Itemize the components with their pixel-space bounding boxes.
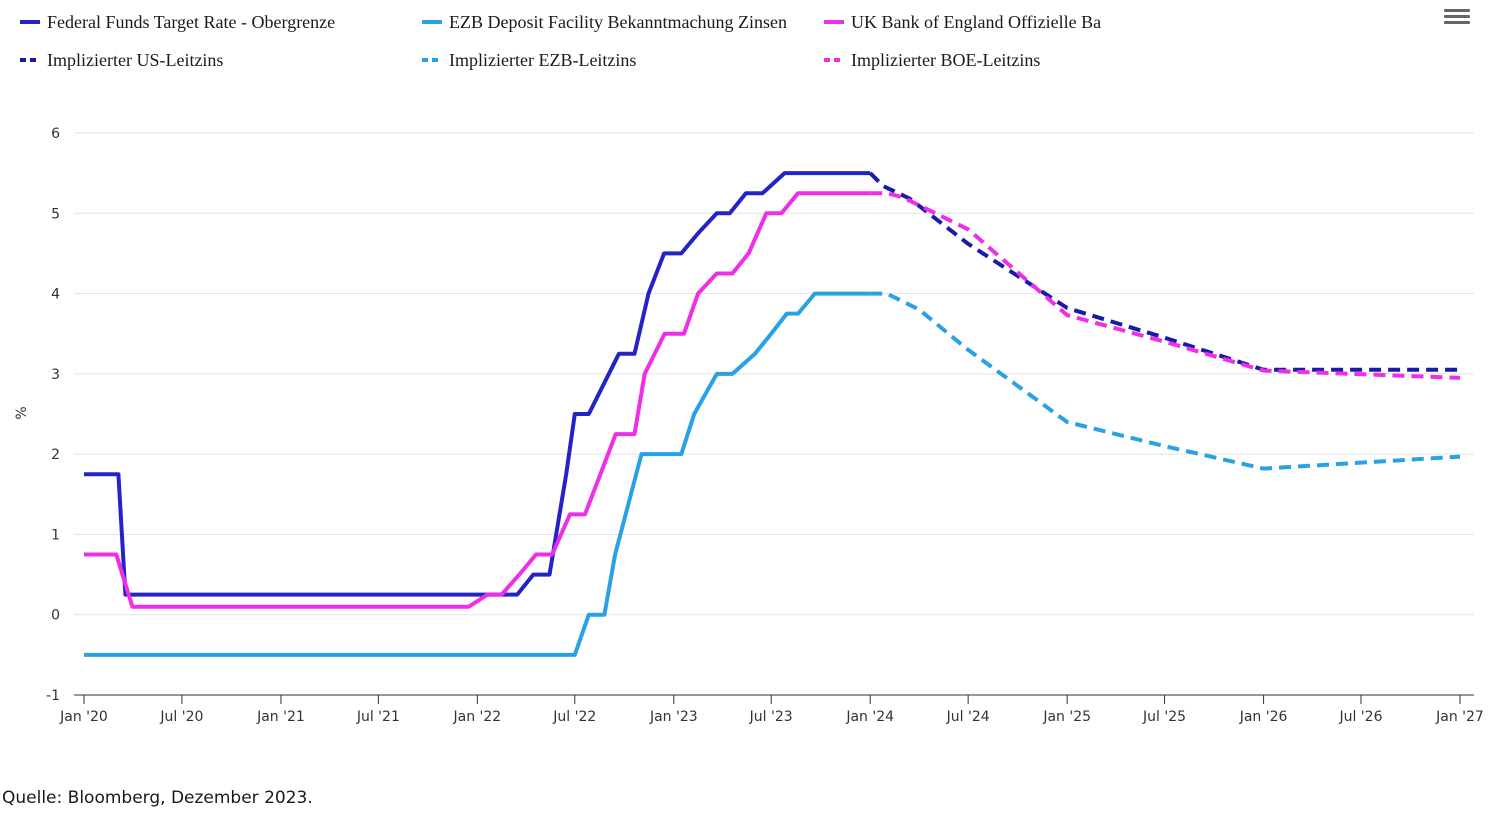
legend: Federal Funds Target Rate - Obergrenze EZ… — [20, 12, 1101, 70]
legend-label: UK Bank of England Offizielle Ba — [851, 12, 1101, 32]
x-axis: Jan '20 Jul '20 Jan '21 Jul '21 Jan '22 Jul '… — [59, 694, 1484, 725]
series-line-4 — [870, 291, 1461, 471]
x-tick-label: Jul '21 — [356, 709, 400, 725]
x-tick-label: Jul '23 — [749, 709, 793, 725]
legend-item[interactable]: Federal Funds Target Rate - Obergrenze — [20, 12, 335, 32]
legend-item[interactable]: Implizierter BOE-Leitzins — [824, 50, 1040, 70]
x-tick-label: Jan '25 — [1042, 709, 1091, 725]
x-tick-label: Jan '24 — [845, 709, 894, 725]
x-tick-label: Jan '21 — [256, 709, 305, 725]
x-tick-label: Jul '25 — [1142, 709, 1186, 725]
y-axis-label: % — [14, 406, 30, 419]
legend-label: Implizierter BOE-Leitzins — [851, 50, 1040, 70]
y-tick-label: 4 — [51, 287, 60, 303]
x-tick-label: Jul '24 — [946, 709, 990, 725]
y-tick-label: -1 — [46, 688, 60, 704]
x-tick-label: Jan '23 — [649, 709, 698, 725]
grid — [74, 132, 1474, 616]
y-tick-label: 0 — [51, 608, 60, 624]
series-line-2 — [84, 191, 871, 609]
legend-item[interactable]: Implizierter US-Leitzins — [20, 50, 223, 70]
legend-item[interactable]: EZB Deposit Facility Bekanntmachung Zins… — [422, 12, 787, 32]
y-axis: % -1 0 1 2 3 4 5 6 — [14, 126, 60, 704]
x-tick-label: Jan '26 — [1239, 709, 1288, 725]
x-tick-label: Jan '22 — [453, 709, 502, 725]
y-tick-label: 2 — [51, 447, 60, 463]
legend-item[interactable]: Implizierter EZB-Leitzins — [422, 50, 636, 70]
legend-label: EZB Deposit Facility Bekanntmachung Zins… — [449, 12, 787, 32]
series-line-0 — [84, 171, 871, 597]
legend-label: Implizierter EZB-Leitzins — [449, 50, 636, 70]
x-tick-label: Jul '20 — [159, 709, 203, 725]
legend-item[interactable]: UK Bank of England Offizielle Ba — [824, 12, 1101, 32]
y-tick-label: 3 — [51, 367, 60, 383]
x-tick-label: Jul '22 — [552, 709, 596, 725]
x-tick-label: Jul '26 — [1338, 709, 1382, 725]
y-tick-label: 6 — [51, 126, 60, 142]
y-tick-label: 1 — [51, 527, 60, 543]
source-note: Quelle: Bloomberg, Dezember 2023. — [2, 788, 313, 808]
x-tick-label: Jan '27 — [1435, 709, 1484, 725]
x-tick-label: Jan '20 — [59, 709, 108, 725]
series-line-5 — [870, 191, 1461, 380]
y-tick-label: 5 — [51, 206, 60, 222]
hamburger-menu-icon[interactable] — [1444, 6, 1470, 28]
legend-label: Federal Funds Target Rate - Obergrenze — [47, 12, 335, 32]
legend-label: Implizierter US-Leitzins — [47, 50, 223, 70]
series-lines — [84, 171, 1461, 657]
series-line-1 — [84, 291, 871, 657]
